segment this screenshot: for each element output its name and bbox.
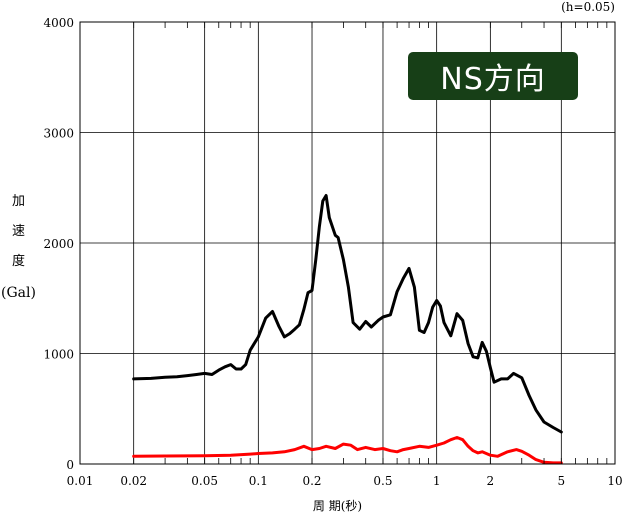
- damping-note: (h=0.05): [561, 0, 615, 14]
- series-line-2: [132, 436, 563, 465]
- x-tick-label: 0.02: [120, 474, 147, 488]
- y-tick-label: 3000: [43, 127, 74, 141]
- series-lines: [132, 194, 563, 465]
- x-tick-label: 0.5: [373, 474, 392, 488]
- x-tick-label: 0.1: [249, 474, 268, 488]
- ylabel-char-3: 度: [12, 254, 26, 269]
- direction-badge: NS方向: [408, 52, 578, 100]
- ylabel-unit: (Gal): [1, 285, 36, 301]
- x-tick-label: 1: [433, 474, 441, 488]
- x-tick-label: 0.2: [302, 474, 321, 488]
- ylabel-char-1: 加: [12, 194, 26, 209]
- y-tick-label: 1000: [43, 348, 74, 362]
- x-tick-label: 0.01: [67, 474, 94, 488]
- plot-frame: [79, 21, 616, 465]
- x-tick-label: 10: [607, 474, 622, 488]
- x-tick-label: 2: [487, 474, 495, 488]
- direction-label: NS方向: [440, 62, 546, 97]
- y-tick-label: 4000: [43, 16, 74, 30]
- series-line-1: [132, 194, 563, 434]
- ylabel-char-2: 速: [12, 224, 26, 239]
- x-axis-title: 周 期(秒): [312, 499, 363, 513]
- y-tick-label: 0: [66, 458, 74, 472]
- axis-tick-labels: 0.01 0.02 0.05 0.1 0.2 0.5 1 2 5 10 0 1000 2000 3000 4…: [43, 16, 622, 488]
- x-tick-label: 5: [557, 474, 565, 488]
- x-tick-label: 0.05: [191, 474, 218, 488]
- y-tick-label: 2000: [43, 237, 74, 251]
- axis-ticks: [133, 22, 608, 464]
